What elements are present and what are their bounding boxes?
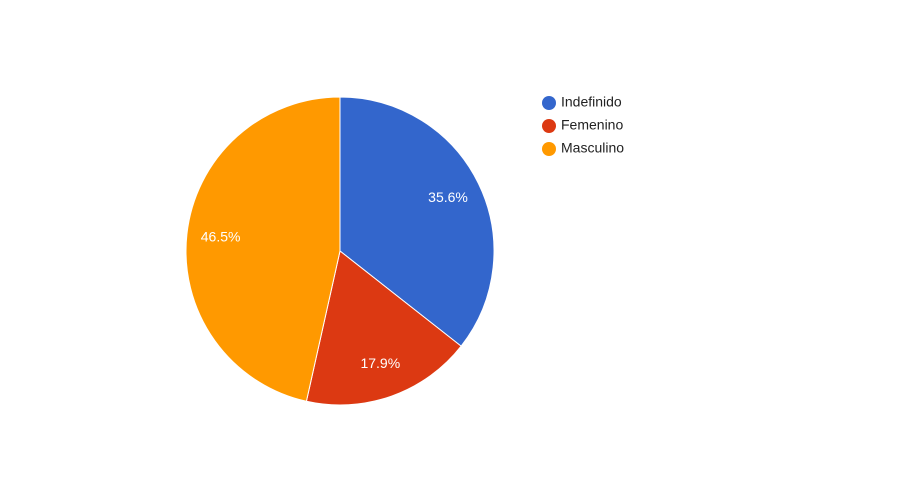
legend-label-indefinido: Indefinido bbox=[561, 94, 622, 110]
legend-swatch-indefinido bbox=[542, 96, 556, 110]
pie-slice-label-indefinido: 35.6% bbox=[428, 189, 468, 205]
legend-label-masculino: Masculino bbox=[561, 140, 624, 156]
pie-slice-indefinido[interactable] bbox=[339, 96, 495, 347]
legend-item-masculino[interactable]: Masculino bbox=[542, 140, 624, 156]
legend-item-femenino[interactable]: Femenino bbox=[542, 117, 623, 133]
pie-slice-femenino[interactable] bbox=[305, 250, 462, 406]
pie-slice-label-femenino: 17.9% bbox=[360, 355, 400, 371]
legend: Indefinido Femenino Masculino bbox=[542, 94, 624, 156]
pie-slice-label-masculino: 46.5% bbox=[201, 229, 241, 245]
legend-label-femenino: Femenino bbox=[561, 117, 623, 133]
legend-item-indefinido[interactable]: Indefinido bbox=[542, 94, 622, 110]
pie-slice-labels: 35.6% 17.9% 46.5% bbox=[201, 189, 468, 371]
pie-slice-masculino[interactable] bbox=[185, 96, 341, 402]
legend-swatch-masculino bbox=[542, 142, 556, 156]
pie-slices bbox=[185, 96, 495, 406]
legend-swatch-femenino bbox=[542, 119, 556, 133]
